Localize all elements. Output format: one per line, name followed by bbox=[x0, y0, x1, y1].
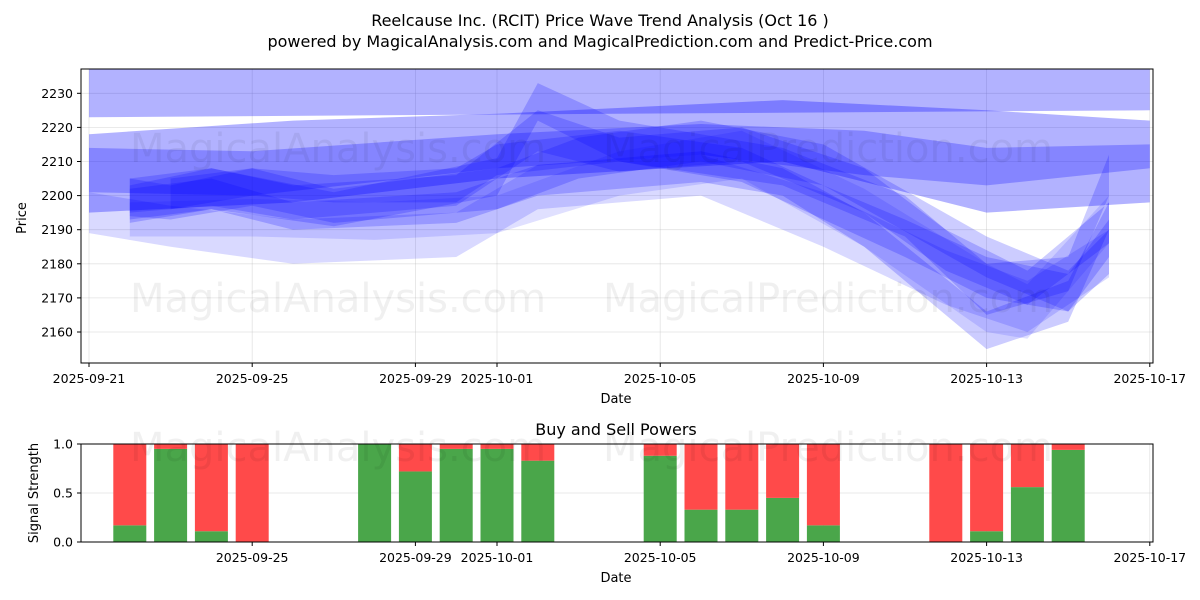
sell-bar bbox=[235, 444, 269, 542]
price-y-tick-label: 2190 bbox=[41, 222, 73, 237]
watermark-right-lower: MagicalPrediction.com bbox=[603, 276, 1053, 322]
sell-bar bbox=[154, 444, 188, 449]
sell-bar bbox=[1010, 444, 1044, 488]
buy-bar bbox=[970, 531, 1004, 542]
buy-bar bbox=[439, 448, 473, 542]
sell-bar bbox=[929, 444, 963, 542]
buy-bar bbox=[806, 525, 840, 542]
signal-x-tick-label: 2025-10-13 bbox=[950, 550, 1023, 565]
price-wave-bands bbox=[89, 69, 1150, 350]
price-y-ticks: 2160 2170 2180 2190 2200 2210 2220 2230 bbox=[41, 86, 81, 340]
price-y-tick-label: 2200 bbox=[41, 188, 73, 203]
wave-band bbox=[170, 130, 1110, 312]
price-x-tick-label: 2025-10-17 bbox=[1113, 371, 1186, 386]
price-y-label: Price bbox=[15, 202, 30, 234]
signal-bars bbox=[113, 444, 1085, 542]
sell-bar bbox=[970, 444, 1004, 532]
signal-x-tick-label: 2025-10-09 bbox=[787, 550, 860, 565]
buy-bar bbox=[766, 497, 800, 542]
price-x-tick-label: 2025-09-21 bbox=[53, 371, 126, 386]
sell-bar bbox=[398, 444, 432, 472]
sell-bar bbox=[766, 444, 800, 498]
price-x-tick-label: 2025-10-13 bbox=[950, 371, 1023, 386]
signal-y-label: Signal Strength bbox=[27, 443, 42, 543]
buy-bar bbox=[643, 455, 677, 542]
price-grid bbox=[81, 69, 1153, 363]
watermark-left-lower: MagicalAnalysis.com bbox=[130, 276, 546, 322]
price-x-ticks: 2025-09-21 2025-09-25 2025-09-29 2025-10-01… bbox=[53, 363, 1186, 386]
wave-band bbox=[89, 100, 1150, 213]
wave-band bbox=[129, 130, 1110, 339]
signal-x-tick-label: 2025-09-29 bbox=[379, 550, 452, 565]
sell-bar bbox=[1051, 444, 1085, 450]
buy-bar bbox=[113, 525, 147, 542]
price-x-tick-label: 2025-09-25 bbox=[216, 371, 289, 386]
signal-y-tick-label: 1.0 bbox=[53, 437, 73, 452]
wave-band bbox=[89, 154, 1109, 332]
signal-x-tick-label: 2025-10-05 bbox=[624, 550, 697, 565]
wave-band bbox=[129, 151, 1110, 350]
wave-band bbox=[89, 124, 1150, 196]
price-y-tick-label: 2210 bbox=[41, 154, 73, 169]
watermark-right-bottom: MagicalPrediction.com bbox=[603, 425, 1053, 471]
price-wave-panel: MagicalAnalysis.com MagicalPrediction.co… bbox=[15, 68, 1186, 407]
price-x-tick-label: 2025-10-01 bbox=[461, 371, 534, 386]
sell-bar bbox=[521, 444, 555, 461]
watermark-right-upper: MagicalPrediction.com bbox=[603, 126, 1053, 172]
sell-bar bbox=[480, 444, 514, 449]
chart-title: Reelcause Inc. (RCIT) Price Wave Trend A… bbox=[371, 11, 829, 30]
buy-bar bbox=[154, 448, 188, 542]
buy-bar bbox=[480, 448, 514, 542]
price-y-tick-label: 2180 bbox=[41, 256, 73, 271]
price-x-tick-label: 2025-10-05 bbox=[624, 371, 697, 386]
signal-x-tick-label: 2025-10-01 bbox=[461, 550, 534, 565]
buy-bar bbox=[358, 444, 392, 542]
sell-bar bbox=[806, 444, 840, 526]
signal-y-ticks: 0.0 0.5 1.0 bbox=[53, 437, 81, 550]
buy-bar bbox=[725, 509, 759, 542]
signal-y-tick-label: 0.0 bbox=[53, 535, 73, 550]
price-x-tick-label: 2025-09-29 bbox=[379, 371, 452, 386]
wave-band bbox=[89, 69, 1150, 118]
signal-x-tick-label: 2025-09-25 bbox=[216, 550, 289, 565]
chart-subtitle: powered by MagicalAnalysis.com and Magic… bbox=[267, 32, 932, 51]
wave-band bbox=[129, 83, 1110, 315]
price-y-tick-label: 2170 bbox=[41, 290, 73, 305]
watermarks-bottom: MagicalAnalysis.com MagicalPrediction.co… bbox=[130, 425, 1053, 471]
price-y-tick-label: 2230 bbox=[41, 86, 73, 101]
watermarks-top: MagicalAnalysis.com MagicalPrediction.co… bbox=[130, 126, 1053, 322]
buy-bar bbox=[398, 471, 432, 542]
signal-x-label: Date bbox=[600, 571, 631, 586]
price-y-tick-label: 2160 bbox=[41, 325, 73, 340]
buy-bar bbox=[684, 509, 718, 542]
sell-bar bbox=[725, 444, 759, 510]
sell-bar bbox=[439, 444, 473, 449]
price-x-tick-label: 2025-10-09 bbox=[787, 371, 860, 386]
sell-bar bbox=[194, 444, 228, 532]
buy-sell-panel: Buy and Sell Powers MagicalAnalysis.com … bbox=[27, 420, 1186, 586]
price-axes-frame bbox=[80, 68, 1154, 364]
price-x-label: Date bbox=[600, 392, 631, 407]
wave-band bbox=[129, 110, 1110, 305]
watermark-left-upper: MagicalAnalysis.com bbox=[130, 126, 546, 172]
buy-bar bbox=[521, 460, 555, 542]
buy-sell-title: Buy and Sell Powers bbox=[535, 420, 697, 439]
signal-x-ticks: 2025-09-25 2025-09-29 2025-10-01 2025-10-05… bbox=[216, 542, 1186, 565]
signal-y-tick-label: 0.5 bbox=[53, 486, 73, 501]
sell-bar bbox=[684, 444, 718, 510]
buy-bar bbox=[1010, 487, 1044, 542]
buy-bar bbox=[194, 531, 228, 542]
signal-x-tick-label: 2025-10-17 bbox=[1113, 550, 1186, 565]
watermark-left-bottom: MagicalAnalysis.com bbox=[130, 425, 546, 471]
wave-band bbox=[129, 120, 1110, 312]
sell-bar bbox=[643, 444, 677, 456]
sell-bar bbox=[113, 444, 147, 526]
buy-bar bbox=[1051, 449, 1085, 542]
price-y-tick-label: 2220 bbox=[41, 120, 73, 135]
